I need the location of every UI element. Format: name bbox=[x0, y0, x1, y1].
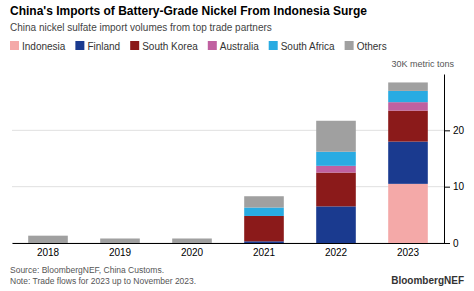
annotation: 30K metric tons bbox=[391, 59, 454, 69]
bar bbox=[388, 91, 428, 102]
legend-swatch bbox=[269, 41, 278, 50]
legend-item: Australia bbox=[208, 41, 259, 52]
y-tick: 20 bbox=[444, 125, 465, 136]
legend-label: South Africa bbox=[281, 41, 335, 52]
y-tick-label: 20 bbox=[453, 125, 465, 136]
y-tick-label: 0 bbox=[453, 238, 459, 249]
bar bbox=[316, 152, 356, 166]
legend-item: South Korea bbox=[130, 41, 198, 52]
legend-swatch bbox=[130, 41, 139, 50]
legend-item: Indonesia bbox=[10, 41, 66, 52]
brand: BloombergNEF bbox=[391, 275, 464, 286]
legend-item: South Africa bbox=[269, 41, 335, 52]
x-tick: 2020 bbox=[181, 243, 204, 258]
grid-line bbox=[12, 243, 444, 244]
x-tick: 2019 bbox=[109, 243, 132, 258]
x-tick-label: 2020 bbox=[181, 247, 204, 258]
bar bbox=[388, 142, 428, 184]
y-tick: 0 bbox=[444, 238, 459, 249]
chart: China's Imports of Battery-Grade Nickel … bbox=[0, 0, 474, 291]
grid bbox=[12, 130, 444, 243]
x-tick-label: 2018 bbox=[37, 247, 60, 258]
x-tick-label: 2022 bbox=[325, 247, 348, 258]
legend-swatch bbox=[345, 41, 354, 50]
x-tick: 2018 bbox=[37, 243, 60, 258]
x-tick-label: 2019 bbox=[109, 247, 132, 258]
legend-swatch bbox=[75, 41, 84, 50]
bar bbox=[244, 216, 284, 241]
legend-label: Others bbox=[357, 41, 387, 52]
bar bbox=[388, 82, 428, 90]
bar-series bbox=[316, 102, 428, 172]
x-axis: 2018 2019 2020 2021 2022 2023 bbox=[13, 243, 445, 258]
bar-series bbox=[388, 184, 428, 243]
x-tick-label: 2021 bbox=[253, 247, 276, 258]
bar-series bbox=[244, 111, 428, 242]
grid-line bbox=[12, 130, 444, 131]
y-tick-mark bbox=[444, 243, 450, 244]
title: China's Imports of Battery-Grade Nickel … bbox=[10, 4, 367, 18]
legend: Indonesia Finland South Korea Australia Sout… bbox=[10, 41, 387, 52]
x-tick: 2023 bbox=[397, 243, 420, 258]
bar bbox=[316, 206, 356, 243]
y-tick: 10 bbox=[444, 181, 465, 192]
bar-series bbox=[28, 82, 428, 243]
x-tick: 2022 bbox=[325, 243, 348, 258]
legend-item: Others bbox=[345, 41, 387, 52]
x-tick-label: 2023 bbox=[397, 247, 420, 258]
bar bbox=[172, 238, 212, 243]
y-tick-mark bbox=[444, 187, 450, 188]
footnote: Source: BloombergNEF, China Customs. bbox=[10, 265, 164, 275]
bar bbox=[388, 111, 428, 142]
legend-swatch bbox=[10, 41, 19, 50]
y-axis: 0 10 20 bbox=[444, 75, 465, 249]
bars bbox=[28, 82, 428, 243]
legend-swatch bbox=[208, 41, 217, 50]
legend-label: South Korea bbox=[142, 41, 198, 52]
y-tick-mark bbox=[444, 130, 450, 131]
y-axis-line bbox=[444, 75, 445, 244]
legend-label: Australia bbox=[220, 41, 259, 52]
bar bbox=[316, 121, 356, 152]
legend-item: Finland bbox=[75, 41, 120, 52]
legend-label: Finland bbox=[87, 41, 120, 52]
plot: 0 10 20 2018 2019 2020 2021 2022 2023 bbox=[12, 75, 465, 259]
bar bbox=[244, 241, 284, 243]
bar bbox=[316, 166, 356, 173]
bar bbox=[244, 196, 284, 207]
bar bbox=[316, 173, 356, 207]
bar-series bbox=[244, 91, 428, 216]
y-tick-label: 10 bbox=[453, 181, 465, 192]
x-axis-line bbox=[13, 243, 445, 244]
footnote: Note: Trade flows for 2023 up to Novembe… bbox=[10, 276, 196, 286]
bar-series bbox=[244, 142, 428, 243]
bar bbox=[388, 102, 428, 110]
bar bbox=[244, 208, 284, 216]
bar bbox=[100, 238, 140, 243]
grid-line bbox=[12, 186, 444, 187]
legend-label: Indonesia bbox=[22, 41, 66, 52]
x-tick: 2021 bbox=[253, 243, 276, 258]
bar bbox=[28, 236, 68, 243]
bar bbox=[388, 184, 428, 243]
subtitle: China nickel sulfate import volumes from… bbox=[10, 22, 272, 33]
